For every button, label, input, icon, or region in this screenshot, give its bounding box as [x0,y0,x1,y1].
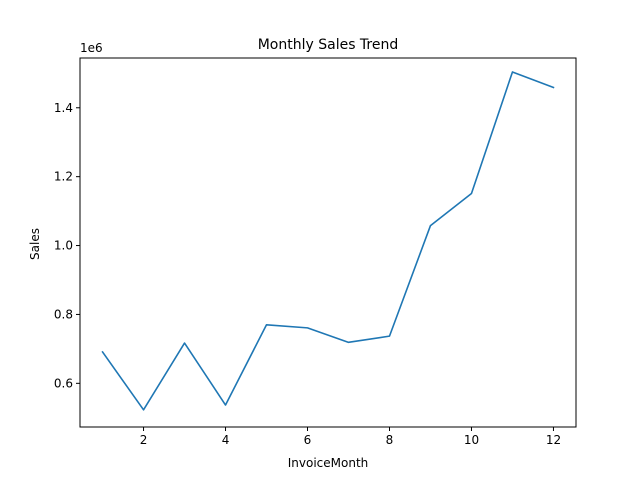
x-tick-label: 12 [546,433,561,447]
x-tick-label: 6 [304,433,312,447]
series-line [101,71,555,411]
x-tick-label: 2 [140,433,148,447]
plot-frame [79,57,577,428]
series-lines [101,71,555,411]
y-axis-ticks: 0.6 0.8 1.0 1.2 1.4 [54,101,80,390]
x-tick-label: 4 [222,433,230,447]
y-tick-label: 0.6 [54,376,73,390]
y-tick-label: 0.8 [54,307,73,321]
y-tick-label: 1.4 [54,101,73,115]
x-axis-label: InvoiceMonth [288,456,369,470]
y-axis-label: Sales [28,228,42,260]
x-tick-label: 10 [464,433,479,447]
x-tick-label: 8 [386,433,394,447]
y-tick-label: 1.0 [54,239,73,253]
x-axis-ticks: 2 4 6 8 10 12 [140,427,561,447]
y-tick-label: 1.2 [54,170,73,184]
chart-title: Monthly Sales Trend [258,37,399,53]
y-axis-offset-label: 1e6 [80,41,103,55]
